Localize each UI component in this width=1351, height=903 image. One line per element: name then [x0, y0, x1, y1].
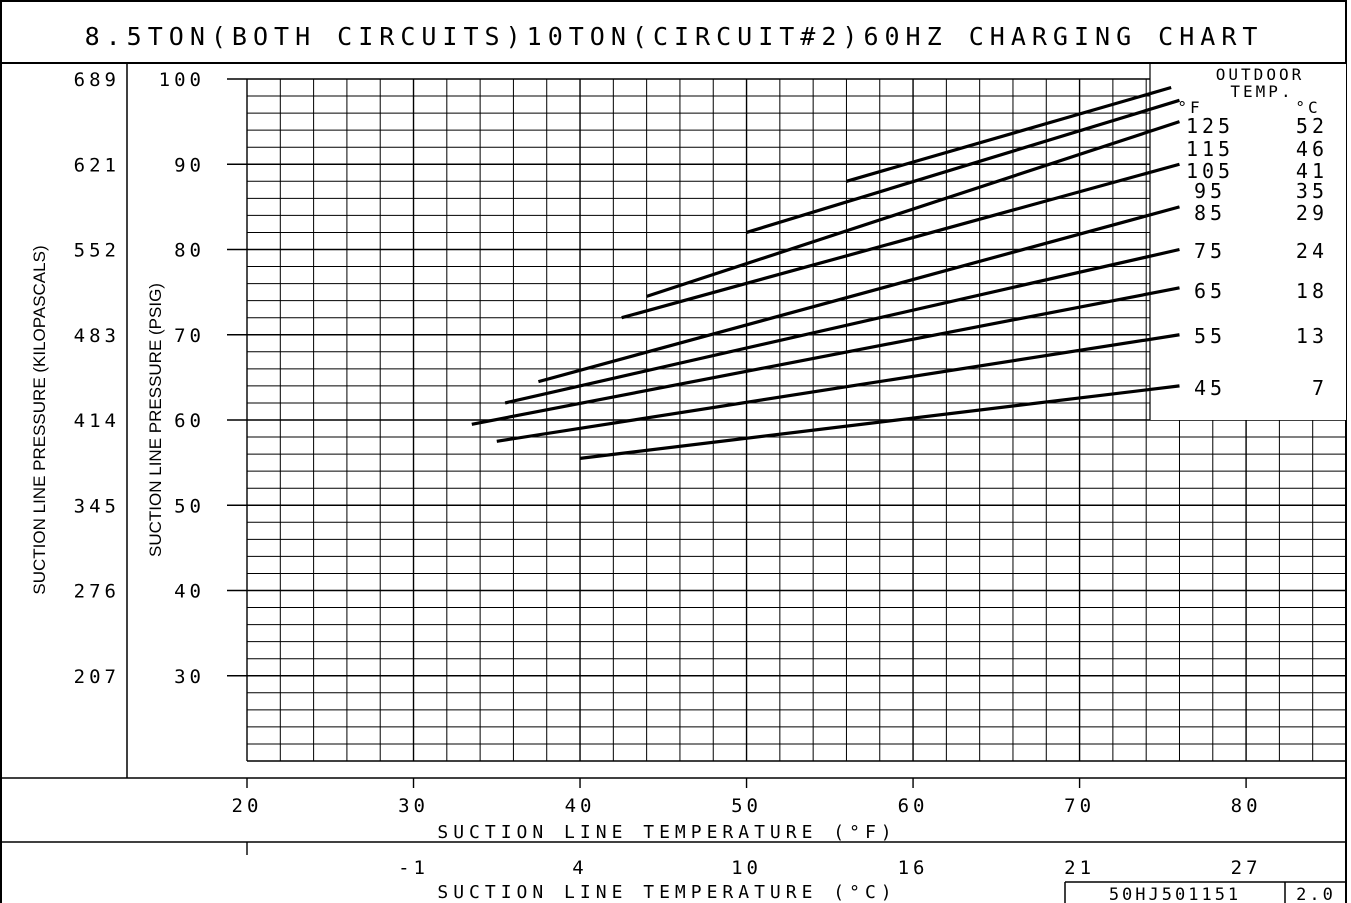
y-tick-label-psig: 80 — [174, 240, 205, 262]
series-line-55 — [496, 333, 1180, 443]
x-tick-label-f: 80 — [1231, 795, 1262, 817]
legend-unit-f: °F — [1177, 98, 1202, 117]
y-tick-label-psig: 60 — [174, 410, 205, 432]
legend-label-f: 115 — [1186, 137, 1234, 161]
y-tick-labels: 100 689 90 621 80 552 70 483 60 414 50 345 40 276 30 20… — [74, 69, 205, 688]
legend-label-f: 75 — [1194, 239, 1226, 263]
y-tick-label-kpa: 207 — [74, 666, 120, 688]
series-line-75 — [504, 247, 1180, 405]
y-tick-label-psig: 40 — [174, 581, 205, 603]
series-line-65 — [471, 286, 1180, 426]
drawing-code-box: 50HJ501151 2.0 — [1064, 881, 1346, 903]
legend-label-c: 7 — [1312, 376, 1328, 400]
x-tick-label-c: -1 — [398, 857, 429, 879]
drawing-code: 50HJ501151 — [1109, 885, 1241, 903]
series-line-85 — [537, 205, 1180, 384]
series-line-125 — [846, 85, 1172, 183]
y-tick-label-kpa: 414 — [74, 410, 120, 432]
legend-background — [1149, 64, 1346, 420]
y-tick-label-psig: 50 — [174, 495, 205, 517]
x-tick-label-c: 27 — [1231, 857, 1262, 879]
legend-label-f: 55 — [1194, 324, 1226, 348]
legend-label-f: 125 — [1186, 114, 1234, 138]
y-tick-label-psig: 90 — [174, 154, 205, 176]
x-tick-label-f: 50 — [731, 795, 762, 817]
revision-number: 2.0 — [1296, 885, 1336, 903]
legend-label-c: 35 — [1296, 179, 1328, 203]
y-tick-label-kpa: 345 — [74, 495, 120, 517]
x-tick-label-f: 30 — [398, 795, 429, 817]
x-tick-label-c: 21 — [1064, 857, 1095, 879]
x-tick-label-f: 40 — [565, 795, 596, 817]
y-tick-label-kpa: 552 — [74, 240, 120, 262]
series-line-115 — [746, 98, 1180, 234]
grid — [227, 78, 1347, 855]
legend-label-f: 65 — [1194, 279, 1226, 303]
y-tick-label-kpa: 483 — [74, 325, 120, 347]
y-tick-label-psig: 100 — [159, 69, 205, 91]
legend-label-f: 45 — [1194, 376, 1226, 400]
x-axis-title-f: SUCTION LINE TEMPERATURE (°F) — [437, 822, 896, 843]
y-tick-label-psig: 30 — [174, 666, 205, 688]
x-tick-labels: 20 30 40 50 60 70 80 -1 4 10 16 21 27 — [232, 795, 1262, 879]
x-tick-label-c: 16 — [898, 857, 929, 879]
series-lines — [471, 85, 1180, 460]
y-tick-label-psig: 70 — [174, 325, 205, 347]
x-tick-label-c: 4 — [572, 857, 587, 879]
y-tick-label-kpa: 689 — [74, 69, 120, 91]
x-tick-label-f: 60 — [898, 795, 929, 817]
legend-label-c: 29 — [1296, 201, 1328, 225]
legend-label-c: 46 — [1296, 137, 1328, 161]
legend-label-c: 24 — [1296, 239, 1328, 263]
legend-panel — [1150, 64, 1346, 420]
legend-title: OUTDOOR — [1216, 65, 1304, 84]
legend-label-f: 95 — [1194, 179, 1226, 203]
y-tick-label-kpa: 276 — [74, 581, 120, 603]
y-axis-title-psig: SUCTION LINE PRESSURE (PSIG) — [146, 283, 165, 557]
legend-label-f: 105 — [1186, 159, 1234, 183]
legend-subtitle: TEMP. — [1230, 82, 1293, 101]
legend-label-c: 52 — [1296, 114, 1328, 138]
legend-label-c: 18 — [1296, 279, 1328, 303]
chart-title: 8.5TON(BOTH CIRCUITS)10TON(CIRCUIT#2)60H… — [85, 22, 1264, 51]
legend-unit-c: °C — [1295, 98, 1320, 117]
x-tick-label-f: 70 — [1064, 795, 1095, 817]
y-axis-title-kpa: SUCTION LINE PRESSURE (KILOPASCALS) — [30, 245, 49, 594]
legend-label-c: 41 — [1296, 159, 1328, 183]
legend-label-f: 85 — [1194, 201, 1226, 225]
y-tick-label-kpa: 621 — [74, 154, 120, 176]
legend-label-c: 13 — [1296, 324, 1328, 348]
series-line-105 — [646, 120, 1180, 298]
series-line-45 — [579, 384, 1180, 460]
x-tick-label-f: 20 — [232, 795, 263, 817]
x-axis-title-c: SUCTION LINE TEMPERATURE (°C) — [437, 882, 896, 903]
x-tick-label-c: 10 — [731, 857, 762, 879]
series-line-95 — [621, 162, 1180, 320]
